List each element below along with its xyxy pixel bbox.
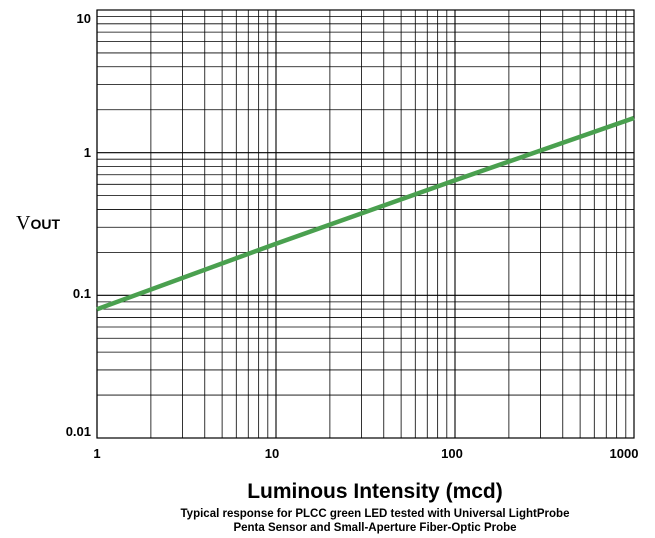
y-tick-label: 0.01 xyxy=(66,424,91,439)
series-line xyxy=(96,115,635,312)
y-axis-label-main: V xyxy=(16,212,31,234)
x-tick-label: 100 xyxy=(441,446,463,461)
y-tick-label: 10 xyxy=(77,11,91,26)
x-axis-label: Luminous Intensity (mcd) xyxy=(247,480,503,503)
chart-note-line: Typical response for PLCC green LED test… xyxy=(181,508,570,520)
x-tick-label: 10 xyxy=(265,446,279,461)
x-tick-label: 1 xyxy=(93,446,100,461)
y-axis-label-sub: OUT xyxy=(30,216,60,232)
series-layer xyxy=(96,115,635,312)
y-tick-label: 1 xyxy=(84,145,91,160)
y-tick-label: 0.1 xyxy=(73,286,91,301)
grid-lines xyxy=(96,10,634,439)
chart-note-line: Penta Sensor and Small-Aperture Fiber-Op… xyxy=(233,522,516,534)
y-axis-label: VOUT xyxy=(16,212,60,234)
plot-frame xyxy=(96,9,635,439)
x-tick-label: 1000 xyxy=(610,446,639,461)
